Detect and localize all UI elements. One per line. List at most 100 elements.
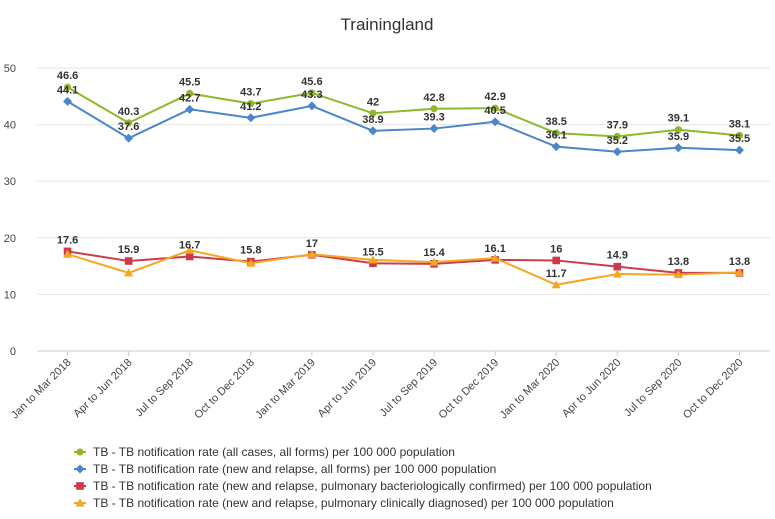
data-label: 44.1 bbox=[57, 84, 78, 96]
legend-label: TB - TB notification rate (new and relap… bbox=[93, 496, 614, 510]
data-label: 39.1 bbox=[668, 113, 689, 125]
x-tick-label: Apr to Jun 2020 bbox=[560, 357, 623, 420]
x-tick-label: Jan to Mar 2020 bbox=[498, 357, 563, 422]
legend-item-4[interactable]: TB - TB notification rate (new and relap… bbox=[74, 496, 614, 510]
data-label: 13.8 bbox=[729, 256, 750, 268]
x-tick-label: Jul to Sep 2019 bbox=[378, 357, 441, 420]
data-point bbox=[735, 131, 744, 139]
data-label: 16 bbox=[550, 243, 562, 255]
x-tick-label: Oct to Dec 2020 bbox=[681, 357, 746, 422]
data-point bbox=[552, 129, 560, 137]
data-label: 46.6 bbox=[57, 70, 78, 82]
data-label: 14.9 bbox=[607, 250, 628, 262]
legend-label: TB - TB notification rate (all cases, al… bbox=[93, 445, 455, 459]
data-point bbox=[552, 256, 561, 265]
series-4 bbox=[63, 245, 744, 289]
data-label: 16.1 bbox=[484, 243, 505, 255]
data-label: 42.9 bbox=[484, 91, 505, 103]
data-label: 13.8 bbox=[668, 256, 689, 268]
y-tick-label: 0 bbox=[10, 346, 16, 358]
x-tick-label: Apr to Jun 2019 bbox=[316, 357, 379, 420]
data-point bbox=[124, 133, 134, 143]
data-label: 36.1 bbox=[545, 130, 566, 142]
x-tick-label: Jan to Mar 2019 bbox=[253, 357, 318, 422]
data-point bbox=[368, 255, 378, 264]
data-point bbox=[125, 119, 133, 127]
legend-label: TB - TB notification rate (new and relap… bbox=[93, 462, 496, 476]
data-point bbox=[674, 126, 682, 134]
y-tick-label: 40 bbox=[4, 120, 16, 132]
data-label: 38.1 bbox=[729, 118, 750, 130]
data-label: 35.9 bbox=[668, 131, 689, 143]
legend-label: TB - TB notification rate (new and relap… bbox=[93, 479, 652, 493]
data-label: 38.9 bbox=[362, 114, 383, 126]
data-point bbox=[613, 132, 621, 141]
data-label: 42.8 bbox=[423, 92, 444, 104]
data-point bbox=[612, 147, 622, 157]
data-point bbox=[490, 117, 500, 127]
data-label: 35.2 bbox=[607, 135, 628, 147]
data-label: 15.5 bbox=[362, 246, 383, 258]
y-tick-label: 30 bbox=[4, 176, 16, 188]
legend-circle-icon bbox=[76, 448, 84, 456]
data-label: 43.7 bbox=[240, 87, 261, 99]
data-label: 37.9 bbox=[607, 119, 628, 131]
data-label: 16.7 bbox=[179, 239, 200, 251]
data-point bbox=[430, 105, 438, 113]
data-point bbox=[63, 96, 73, 106]
data-point bbox=[308, 89, 316, 97]
data-point bbox=[429, 124, 439, 134]
legend-item-2[interactable]: TB - TB notification rate (new and relap… bbox=[74, 462, 496, 476]
series-1 bbox=[63, 83, 744, 141]
y-axis: 0 10 20 30 40 50 bbox=[4, 63, 16, 358]
data-label: 15.8 bbox=[240, 245, 261, 257]
data-point bbox=[490, 253, 500, 262]
data-point bbox=[186, 89, 194, 98]
data-label: 40.5 bbox=[484, 105, 505, 117]
legend-square-icon bbox=[76, 482, 84, 490]
data-point bbox=[124, 257, 133, 265]
legend-item-1[interactable]: TB - TB notification rate (all cases, al… bbox=[74, 445, 455, 459]
data-point bbox=[185, 104, 195, 114]
series-line bbox=[67, 249, 740, 286]
data-label: 15.9 bbox=[118, 244, 139, 256]
series-line bbox=[67, 86, 740, 138]
data-label: 17 bbox=[306, 238, 318, 250]
data-label: 40.3 bbox=[118, 106, 139, 118]
data-point bbox=[673, 143, 683, 153]
data-point bbox=[185, 252, 194, 261]
legend[interactable]: TB - TB notification rate (all cases, al… bbox=[74, 445, 652, 510]
data-point bbox=[369, 109, 377, 117]
data-point bbox=[63, 83, 72, 91]
legend-item-3[interactable]: TB - TB notification rate (new and relap… bbox=[74, 479, 652, 493]
y-tick-label: 50 bbox=[4, 63, 16, 75]
data-label: 11.7 bbox=[546, 268, 567, 280]
data-point bbox=[612, 269, 622, 278]
data-label: 41.2 bbox=[240, 101, 261, 113]
data-point bbox=[246, 113, 256, 123]
data-point bbox=[307, 101, 317, 111]
y-tick-label: 20 bbox=[4, 233, 16, 245]
data-label: 37.6 bbox=[118, 121, 139, 133]
data-label: 42 bbox=[367, 96, 379, 108]
x-tick-label: Jul to Sep 2020 bbox=[622, 357, 685, 420]
data-labels: 46.6 40.3 45.5 43.7 45.6 42 42.8 42.9 38.5 37.9 39… bbox=[57, 70, 750, 280]
series-line bbox=[67, 250, 740, 274]
data-point bbox=[491, 104, 499, 112]
data-point bbox=[734, 267, 744, 276]
chart-title: Trainingland bbox=[341, 15, 434, 34]
data-point bbox=[551, 280, 561, 289]
legend-diamond-icon bbox=[75, 464, 85, 474]
data-point bbox=[124, 268, 134, 277]
data-point bbox=[63, 249, 73, 258]
data-point bbox=[368, 126, 378, 136]
data-label: 42.7 bbox=[179, 92, 200, 104]
x-tick-label: Oct to Dec 2018 bbox=[192, 357, 257, 422]
data-point bbox=[734, 145, 744, 155]
data-point bbox=[551, 142, 561, 152]
data-label: 45.5 bbox=[179, 76, 200, 88]
data-point bbox=[247, 100, 255, 108]
data-point bbox=[613, 262, 622, 271]
data-label: 45.6 bbox=[301, 76, 322, 88]
